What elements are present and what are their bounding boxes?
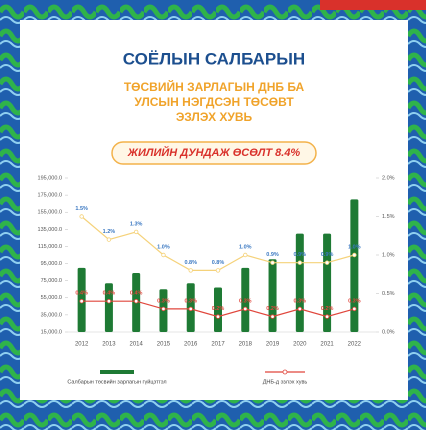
data-label: 0.4% xyxy=(130,291,143,297)
line-marker xyxy=(133,229,139,235)
data-label: 0.2% xyxy=(266,306,279,312)
y-tick-label: 195,000.0 xyxy=(38,175,62,181)
data-label: 0.3% xyxy=(348,298,361,304)
y-tick-label: 135,000.0 xyxy=(38,227,62,233)
bar xyxy=(295,233,304,332)
line-marker xyxy=(270,314,275,319)
x-tick-label: 2015 xyxy=(157,342,171,348)
line-marker xyxy=(243,252,248,258)
data-label: 1.0% xyxy=(157,244,170,250)
bar xyxy=(241,267,250,332)
data-label: 0.4% xyxy=(103,291,116,297)
subtitle: УЛСЫН НЭГДСЭН ТӨСӨВТ xyxy=(134,95,294,109)
data-label: 0.4% xyxy=(75,291,88,297)
data-label: 0.2% xyxy=(321,306,334,312)
line-marker xyxy=(324,314,330,319)
panel xyxy=(20,20,408,400)
data-label: 1.3% xyxy=(130,221,143,227)
line-marker xyxy=(133,299,139,304)
line-marker xyxy=(188,268,193,273)
line-marker xyxy=(79,214,84,219)
x-tick-label: 2017 xyxy=(211,342,225,348)
data-label: 0.3% xyxy=(294,298,307,304)
data-label: 1.2% xyxy=(103,229,116,235)
legend-label: ДНБ-д эзлэх хувь xyxy=(263,379,308,385)
line-marker xyxy=(106,237,112,242)
x-tick-label: 2013 xyxy=(102,342,116,348)
y-tick-label: 115,000.0 xyxy=(38,244,62,250)
y2-tick-label: 1.0% xyxy=(382,252,395,258)
line-marker xyxy=(161,306,166,312)
legend-marker xyxy=(282,369,288,375)
line-marker xyxy=(352,252,357,258)
line-marker xyxy=(297,306,303,312)
line-marker xyxy=(243,306,248,312)
x-tick-label: 2012 xyxy=(75,342,89,348)
badge xyxy=(111,141,317,165)
line-marker xyxy=(324,260,330,265)
annotation: ЖИЛИЙН ДУНДАЖ ӨСӨЛТ 8.4% xyxy=(127,146,301,159)
line-marker xyxy=(106,299,112,304)
y-tick-label: 175,000.0 xyxy=(38,193,62,199)
legend-label: Салбарын төсвийн зарлагын гүйцэтгэл xyxy=(67,378,166,385)
subtitle: ТӨСВИЙН ЗАРЛАГЫН ДНБ БА xyxy=(124,79,305,94)
data-label: 0.2% xyxy=(212,306,225,312)
line-marker xyxy=(297,260,303,265)
line-marker xyxy=(270,260,275,265)
data-label: 0.8% xyxy=(212,260,225,266)
y-tick-label: 55,000.0 xyxy=(41,295,62,301)
x-tick-label: 2019 xyxy=(266,342,280,348)
x-tick-label: 2018 xyxy=(239,342,253,348)
x-tick-label: 2014 xyxy=(130,342,144,348)
y-tick-label: 155,000.0 xyxy=(38,210,62,216)
data-label: 0.3% xyxy=(239,298,252,304)
line-marker xyxy=(79,299,84,304)
chart: 15,000.0 35,000.0 55,000.0 75,000.0 95,000.0… xyxy=(38,175,395,385)
x-tick-label: 2016 xyxy=(184,342,198,348)
corner-accent xyxy=(320,0,426,10)
data-label: 0.3% xyxy=(184,298,197,304)
data-label: 0.3% xyxy=(157,298,170,304)
x-tick-label: 2021 xyxy=(320,342,334,348)
y-tick-label: 95,000.0 xyxy=(41,261,62,267)
data-label: 0.9% xyxy=(266,252,279,258)
bar xyxy=(104,283,113,332)
y2-tick-label: 0.0% xyxy=(382,329,395,335)
y2-tick-label: 1.5% xyxy=(382,214,395,220)
x-tick-label: 2022 xyxy=(348,342,362,348)
data-label: 1.0% xyxy=(239,244,252,250)
bar xyxy=(323,233,332,332)
bar xyxy=(350,199,359,332)
line-marker xyxy=(215,268,221,273)
data-label: 1.5% xyxy=(75,206,88,212)
data-label: 1.0% xyxy=(348,244,361,250)
y-tick-label: 15,000.0 xyxy=(41,329,62,335)
y-tick-label: 35,000.0 xyxy=(41,312,62,318)
y2-tick-label: 2.0% xyxy=(382,175,395,181)
bar xyxy=(214,287,222,332)
y2-tick-label: 0.5% xyxy=(382,291,395,297)
legend-swatch xyxy=(100,370,134,374)
y-tick-label: 75,000.0 xyxy=(41,278,62,284)
data-label: 0.8% xyxy=(184,260,197,266)
line-marker xyxy=(161,252,166,258)
bar xyxy=(268,259,277,332)
line-marker xyxy=(352,306,357,312)
line-marker xyxy=(215,314,221,319)
data-label: 0.9% xyxy=(294,252,307,258)
subtitle: ЭЗЛЭХ ХУВЬ xyxy=(176,110,253,124)
line-marker xyxy=(188,306,193,312)
title: СОЁЛЫН САЛБАРЫН xyxy=(123,49,305,68)
data-label: 0.9% xyxy=(321,252,334,258)
x-tick-label: 2020 xyxy=(293,342,307,348)
